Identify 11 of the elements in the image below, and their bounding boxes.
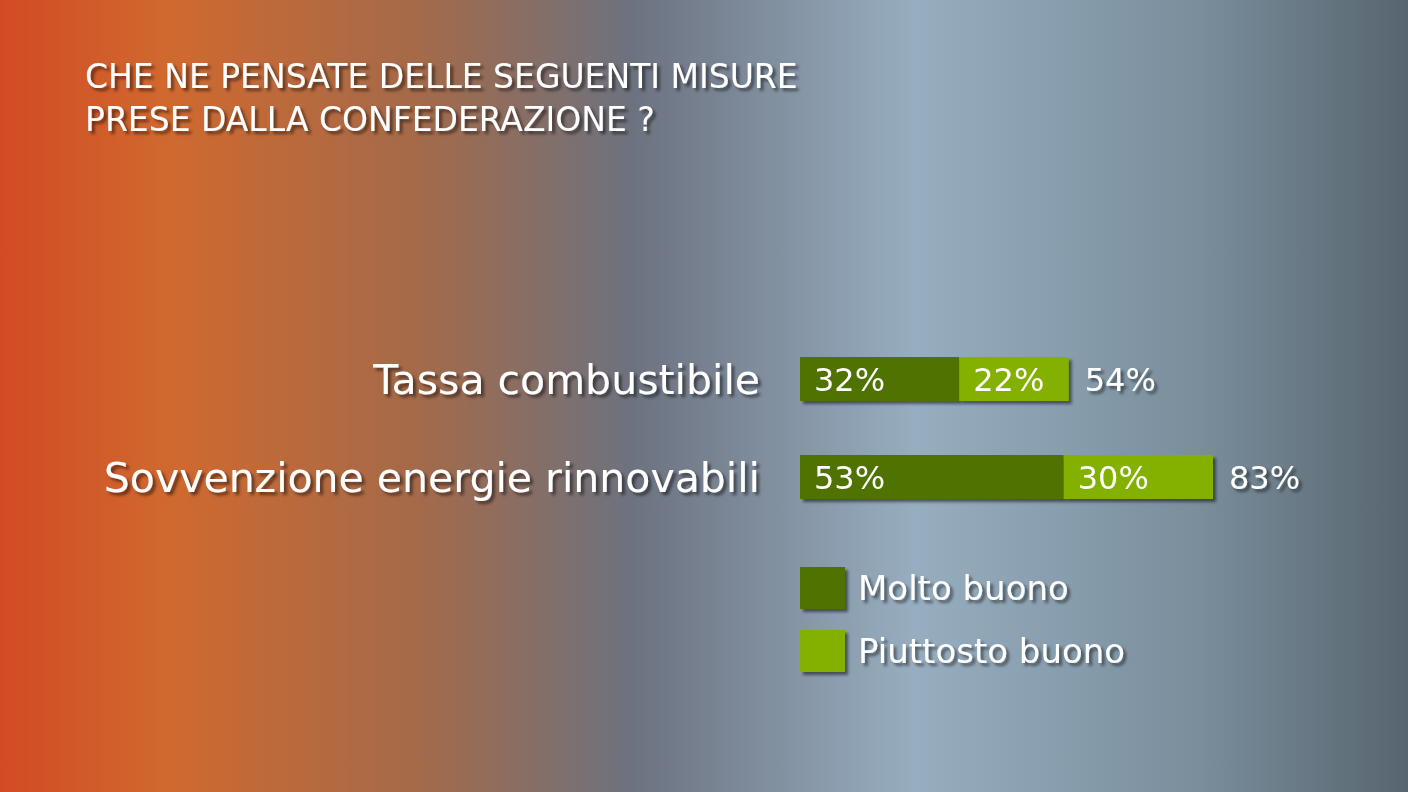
legend-label: Piuttosto buono bbox=[858, 631, 1126, 672]
total-label: 54% bbox=[1084, 360, 1156, 399]
data-label: 32% bbox=[814, 360, 886, 399]
data-label: 53% bbox=[814, 458, 886, 497]
data-label: 22% bbox=[973, 360, 1045, 399]
y-tick-label: Sovvenzione energie rinnovabili bbox=[103, 453, 760, 502]
text: CHE NE PENSATE DELLE SEGUENTI MISURE PRESE DALLA CONFEDERAZIONE ? bbox=[85, 57, 798, 139]
data-label: 30% bbox=[1077, 458, 1149, 497]
total-label: 83% bbox=[1229, 458, 1301, 497]
y-tick-label: Tassa combustibile bbox=[372, 355, 760, 404]
legend-label: Molto buono bbox=[858, 568, 1069, 609]
